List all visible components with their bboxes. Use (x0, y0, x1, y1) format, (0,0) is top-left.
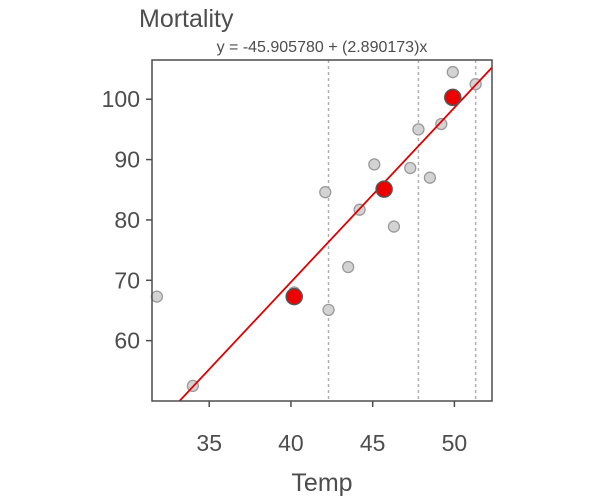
x-axis-ticks: 35 40 45 50 (196, 401, 467, 456)
y-tick-label: 80 (114, 207, 140, 233)
data-point (412, 123, 425, 136)
x-tick-label: 40 (278, 430, 304, 456)
data-point (387, 220, 401, 233)
regression-equation: y = -45.905780 + (2.890173)x (217, 39, 428, 56)
y-tick-label: 100 (102, 86, 140, 112)
highlight-point (444, 88, 462, 107)
regression-line (178, 66, 493, 402)
data-point (368, 158, 381, 171)
highlight-point (285, 287, 303, 306)
data-point (446, 65, 459, 79)
y-tick-label: 70 (114, 267, 140, 293)
data-points (150, 65, 482, 393)
data-point (423, 171, 437, 184)
data-point (404, 161, 417, 175)
data-point (322, 303, 335, 317)
regression-line-group (178, 66, 493, 402)
y-tick-label: 90 (114, 147, 140, 173)
plot-frame (151, 59, 493, 402)
data-point (319, 186, 332, 199)
vertical-reference-lines (327, 60, 477, 401)
y-axis-ticks: 60 70 80 90 100 (102, 86, 152, 354)
highlighted-points (285, 88, 462, 306)
x-tick-label: 50 (442, 430, 468, 456)
data-point (150, 290, 164, 303)
highlight-point (375, 180, 393, 198)
y-axis-title: Mortality (139, 5, 234, 33)
data-point (342, 260, 355, 274)
x-axis-title: Temp (291, 469, 352, 497)
x-tick-label: 35 (196, 430, 222, 456)
data-point (435, 117, 448, 131)
x-tick-label: 45 (360, 430, 386, 456)
y-tick-label: 60 (114, 328, 140, 354)
